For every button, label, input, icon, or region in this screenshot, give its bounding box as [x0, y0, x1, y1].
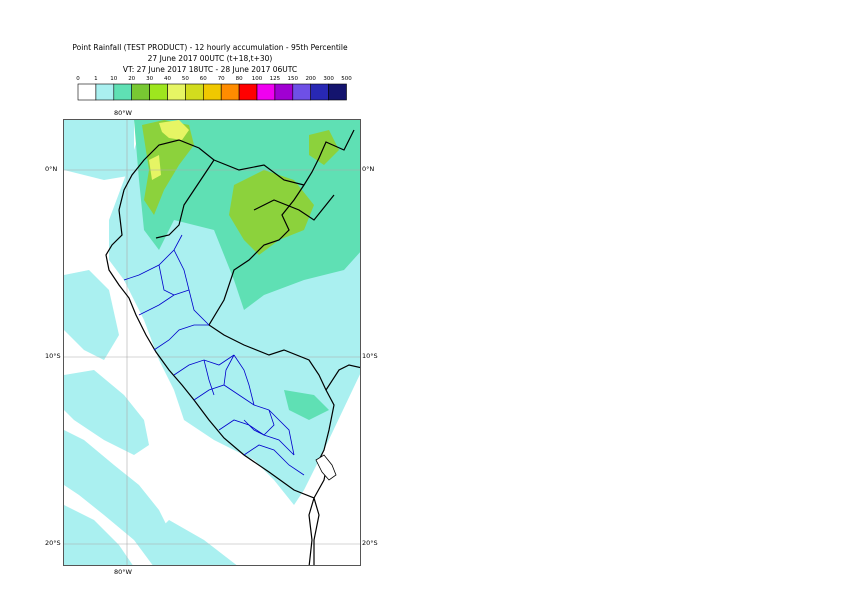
- legend-swatch: [256, 83, 276, 101]
- lat-label-10s-left: 10°S: [45, 352, 61, 360]
- rainfall-core-yellow-2: [149, 155, 161, 180]
- legend-threshold-label: 40: [164, 76, 171, 82]
- lake-titicaca: [315, 454, 337, 481]
- lat-label-20s-left: 20°S: [45, 539, 61, 547]
- legend-threshold-label: 50: [182, 76, 189, 82]
- swath-sea-1: [64, 120, 134, 180]
- lon-label-bottom: 80°W: [114, 568, 132, 576]
- legend-threshold-label: 60: [200, 76, 207, 82]
- legend-swatch: [113, 83, 133, 101]
- title-line-1: Point Rainfall (TEST PRODUCT) - 12 hourl…: [72, 43, 348, 52]
- sea-rainfall-swaths: [64, 120, 237, 565]
- legend-threshold-label: 10: [110, 76, 117, 82]
- legend-threshold-label: 500: [341, 76, 352, 82]
- rainfall-core-yellow: [159, 120, 189, 140]
- legend-swatch: [220, 83, 240, 101]
- legend-swatch: [167, 83, 186, 101]
- region-line: [243, 409, 275, 436]
- legend-threshold-label: 300: [323, 76, 334, 82]
- lat-label-10s-right: 10°S: [362, 352, 378, 360]
- country-border-colombia-peru: [208, 129, 355, 499]
- region-line: [138, 289, 190, 316]
- legend-swatch: [95, 83, 115, 101]
- region-line: [223, 354, 235, 386]
- region-line: [233, 354, 255, 406]
- swath-sea-4: [64, 430, 184, 565]
- legend-threshold-label: 200: [305, 76, 316, 82]
- lon-label-top: 80°W: [114, 109, 132, 117]
- lat-label-0n-right: 0°N: [362, 165, 375, 173]
- legend-swatch: [328, 83, 347, 101]
- legend-threshold-label: 20: [128, 76, 135, 82]
- region-line: [243, 444, 305, 476]
- region-line: [268, 409, 295, 456]
- color-legend: 0 1 10 20 30 40 50 60 70 80 100 125 150 200 300 500: [76, 76, 352, 101]
- legend-threshold-label: 125: [270, 76, 281, 82]
- region-line: [203, 359, 215, 396]
- legend-threshold-label: 1: [94, 76, 98, 82]
- region-borders: [123, 234, 305, 476]
- legend-swatch: [149, 83, 168, 101]
- map-panel: [63, 119, 361, 566]
- legend-threshold-label: 100: [252, 76, 263, 82]
- country-border-east: [253, 194, 335, 221]
- legend-threshold-label: 150: [288, 76, 299, 82]
- map-canvas: [64, 120, 360, 565]
- lat-label-0n-left: 0°N: [45, 165, 58, 173]
- region-line: [153, 324, 209, 351]
- swath-sea-3: [64, 370, 149, 455]
- coastline: [105, 209, 320, 565]
- legend-swatch: [77, 83, 97, 101]
- legend-threshold-label: 0: [76, 76, 80, 82]
- country-border-brazil-bolivia: [325, 364, 360, 391]
- rainfall-area-green-north: [142, 120, 194, 215]
- legend-threshold-label: 70: [218, 76, 225, 82]
- swath-sea-5: [64, 505, 133, 565]
- swath-sea-6: [149, 520, 237, 565]
- rainfall-area-medium-south: [284, 390, 329, 420]
- legend-swatch: [274, 83, 294, 101]
- legend-swatch: [185, 83, 204, 101]
- legend-swatch: [131, 83, 150, 101]
- region-line: [218, 419, 295, 456]
- legend-threshold-label: 30: [146, 76, 153, 82]
- legend-swatch: [203, 83, 222, 101]
- region-line: [173, 249, 210, 326]
- legend-swatch: [238, 83, 258, 101]
- country-border-ecuador: [118, 139, 215, 239]
- lat-label-20s-right: 20°S: [362, 539, 378, 547]
- legend-swatch: [310, 83, 329, 101]
- country-border-chile: [308, 497, 315, 565]
- legend-swatch: [292, 83, 311, 101]
- region-line: [158, 264, 175, 296]
- rainfall-area-green-east: [229, 170, 314, 255]
- title-line-2: 27 June 2017 00UTC (t+18,t+30): [147, 54, 273, 63]
- legend-threshold-label: 80: [236, 76, 243, 82]
- swath-sea-2: [64, 270, 119, 360]
- region-line: [193, 384, 270, 411]
- title-line-3: VT: 27 June 2017 18UTC - 28 June 2017 06…: [122, 65, 298, 74]
